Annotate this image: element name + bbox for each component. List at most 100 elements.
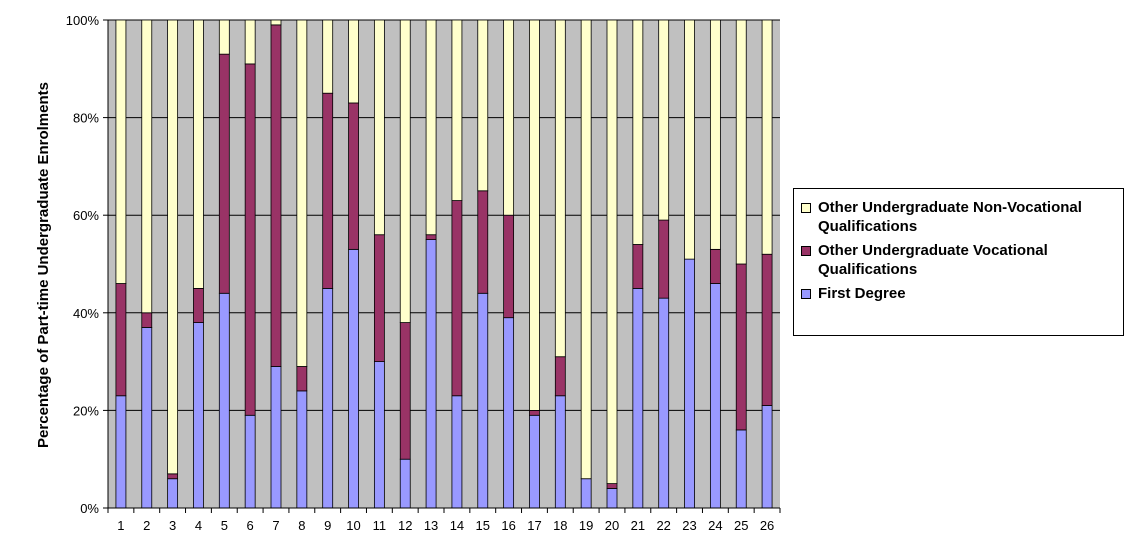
x-tick-label: 6 <box>247 518 254 533</box>
x-tick-label: 20 <box>605 518 619 533</box>
bar-segment-3 <box>399 19 411 323</box>
x-tick-label: 5 <box>221 518 228 533</box>
x-tick-label: 3 <box>169 518 176 533</box>
bar-segment-3 <box>322 19 334 94</box>
bar-segment-3 <box>270 19 282 26</box>
bar-segment-1 <box>218 292 230 509</box>
bar-segment-1 <box>606 488 618 509</box>
bar-segment-3 <box>503 19 515 216</box>
bar-segment-3 <box>735 19 747 265</box>
x-tick-label: 10 <box>346 518 360 533</box>
bar-segment-1 <box>632 287 644 509</box>
x-tick-label: 18 <box>553 518 567 533</box>
bar-segment-1 <box>684 258 695 509</box>
x-tick-label: 14 <box>450 518 464 533</box>
bar-segment-1 <box>503 317 515 509</box>
bar-segment-3 <box>684 19 695 260</box>
bar-segment-1 <box>709 283 721 509</box>
x-tick-label: 21 <box>631 518 645 533</box>
bar-segment-3 <box>761 19 773 255</box>
bar-segment-3 <box>115 19 127 284</box>
bar-segment-2 <box>167 473 179 480</box>
bar-segment-3 <box>451 19 463 201</box>
x-tick-label: 16 <box>501 518 515 533</box>
bar-segment-3 <box>348 19 359 104</box>
bar-segment-3 <box>580 19 592 480</box>
bar-segment-3 <box>193 19 204 289</box>
legend-item-first-degree: First Degree <box>801 284 1119 303</box>
bar-segment-1 <box>399 458 411 509</box>
bar-segment-2 <box>606 483 618 489</box>
bar-segment-2 <box>244 63 256 416</box>
bar-segment-3 <box>554 19 566 358</box>
legend-swatch-first-degree <box>801 289 811 299</box>
bar-segment-1 <box>554 395 566 509</box>
bar-segment-3 <box>632 19 644 245</box>
bar-segment-2 <box>270 24 282 367</box>
x-tick-label: 13 <box>424 518 438 533</box>
x-tick-label: 26 <box>760 518 774 533</box>
bar-segment-2 <box>503 214 515 319</box>
bar-segment-1 <box>348 248 359 509</box>
x-tick-label: 7 <box>272 518 279 533</box>
legend-label-non-vocational: Other Undergraduate Non-Vocational Quali… <box>818 199 1082 235</box>
bar-segment-2 <box>141 312 153 328</box>
bar-segment-1 <box>167 478 179 509</box>
x-tick-label: 24 <box>708 518 722 533</box>
x-tick-label: 4 <box>195 518 202 533</box>
legend-item-vocational: Other Undergraduate Vocational Qualifica… <box>801 241 1119 279</box>
x-tick-label: 25 <box>734 518 748 533</box>
bar-segment-1 <box>373 361 385 509</box>
bar-segment-1 <box>451 395 463 509</box>
bar-segment-2 <box>296 366 308 392</box>
bar-segment-2 <box>451 200 463 397</box>
bar-segment-1 <box>322 287 334 509</box>
bar-segment-2 <box>761 253 773 406</box>
x-tick-label: 15 <box>476 518 490 533</box>
legend-label-first-degree: First Degree <box>818 285 906 302</box>
bar-segment-1 <box>193 322 204 509</box>
x-tick-label: 2 <box>143 518 150 533</box>
y-tick-label: 60% <box>73 208 99 223</box>
bar-segment-2 <box>373 234 385 362</box>
bar-segment-1 <box>529 414 540 509</box>
bar-segment-1 <box>296 390 308 509</box>
bar-segment-2 <box>193 287 204 323</box>
legend-swatch-non-vocational <box>801 203 811 213</box>
x-tick-label: 19 <box>579 518 593 533</box>
bar-segment-2 <box>115 283 127 397</box>
bar-segment-3 <box>477 19 489 192</box>
bar-segment-2 <box>658 219 670 299</box>
bar-segment-1 <box>735 429 747 509</box>
bar-segment-3 <box>709 19 721 250</box>
bar-segment-3 <box>606 19 618 485</box>
bar-segment-3 <box>141 19 153 314</box>
bar-segment-3 <box>167 19 179 475</box>
bar-segment-1 <box>477 292 489 509</box>
bar-segment-2 <box>735 263 747 431</box>
y-tick-label: 80% <box>73 111 99 126</box>
x-tick-label: 9 <box>324 518 331 533</box>
bar-segment-2 <box>477 190 489 294</box>
y-tick-label: 0% <box>80 501 99 516</box>
bar-segment-1 <box>658 297 670 509</box>
y-tick-label: 40% <box>73 306 99 321</box>
bar-segment-2 <box>399 322 411 460</box>
bar-segment-2 <box>322 92 334 289</box>
bar-segment-1 <box>244 414 256 509</box>
legend-swatch-vocational <box>801 246 811 256</box>
bar-segment-3 <box>529 19 540 411</box>
x-tick-label: 8 <box>298 518 305 533</box>
x-tick-label: 11 <box>373 518 387 533</box>
bar-segment-3 <box>244 19 256 65</box>
bar-segment-2 <box>554 356 566 397</box>
x-tick-label: 12 <box>398 518 412 533</box>
bar-segment-3 <box>373 19 385 236</box>
bar-segment-2 <box>218 53 230 294</box>
bar-segment-1 <box>425 239 437 509</box>
y-tick-label: 100% <box>66 13 100 28</box>
bar-segment-1 <box>270 366 282 509</box>
bar-segment-2 <box>709 248 721 284</box>
legend-item-non-vocational: Other Undergraduate Non-Vocational Quali… <box>801 198 1119 236</box>
